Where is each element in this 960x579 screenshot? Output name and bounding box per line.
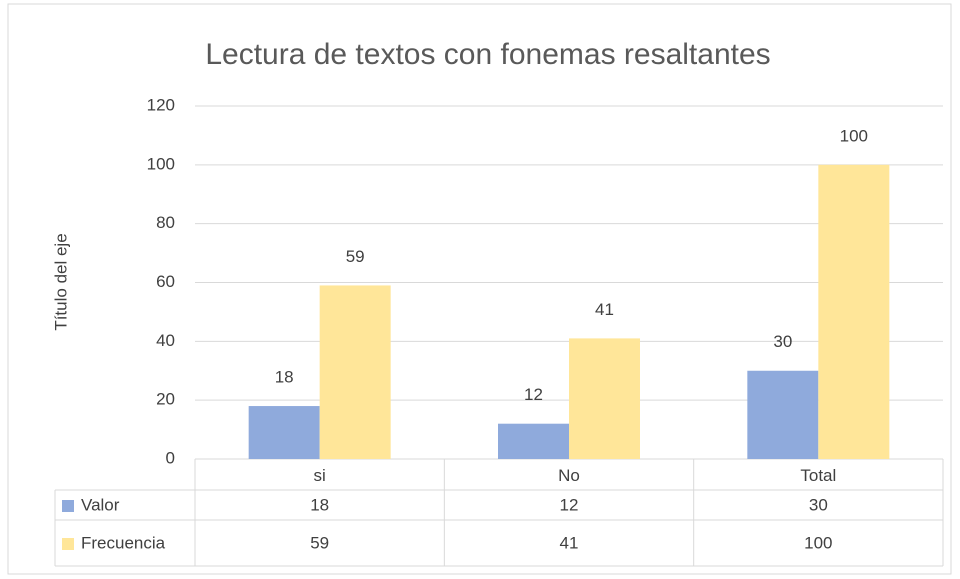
y-tick-label: 40 xyxy=(156,331,175,350)
table-cell: 30 xyxy=(809,495,828,514)
table-cell: 12 xyxy=(560,495,579,514)
x-tick-label: si xyxy=(314,466,326,485)
data-label: 59 xyxy=(346,247,365,266)
y-axis-title: Título del eje xyxy=(51,233,70,330)
bar xyxy=(498,423,569,459)
legend-label: Valor xyxy=(81,495,120,514)
y-tick-label: 20 xyxy=(156,390,175,409)
data-label: 100 xyxy=(840,126,868,145)
legend-label: Frecuencia xyxy=(81,533,166,552)
y-tick-label: 100 xyxy=(147,154,175,173)
bar xyxy=(818,164,890,460)
y-tick-label: 120 xyxy=(147,95,175,114)
y-tick-label: 80 xyxy=(156,213,175,232)
y-tick-label: 60 xyxy=(156,272,175,291)
bar xyxy=(569,338,640,459)
data-label: 18 xyxy=(275,368,294,387)
chart-border xyxy=(7,3,952,575)
legend-key xyxy=(62,538,74,550)
data-label: 30 xyxy=(773,332,792,351)
x-tick-label: No xyxy=(558,466,580,485)
data-label: 41 xyxy=(595,300,614,319)
y-tick-label: 0 xyxy=(166,448,175,467)
data-label: 12 xyxy=(524,385,543,404)
legend-key xyxy=(62,500,74,512)
table-cell: 59 xyxy=(310,533,329,552)
chart-title: Lectura de textos con fonemas resaltante… xyxy=(205,38,770,71)
bar xyxy=(319,285,391,459)
table-cell: 100 xyxy=(804,533,832,552)
bar xyxy=(248,406,320,459)
table-cell: 41 xyxy=(560,533,579,552)
bar xyxy=(747,370,819,459)
x-tick-label: Total xyxy=(800,466,836,485)
table-cell: 18 xyxy=(310,495,329,514)
